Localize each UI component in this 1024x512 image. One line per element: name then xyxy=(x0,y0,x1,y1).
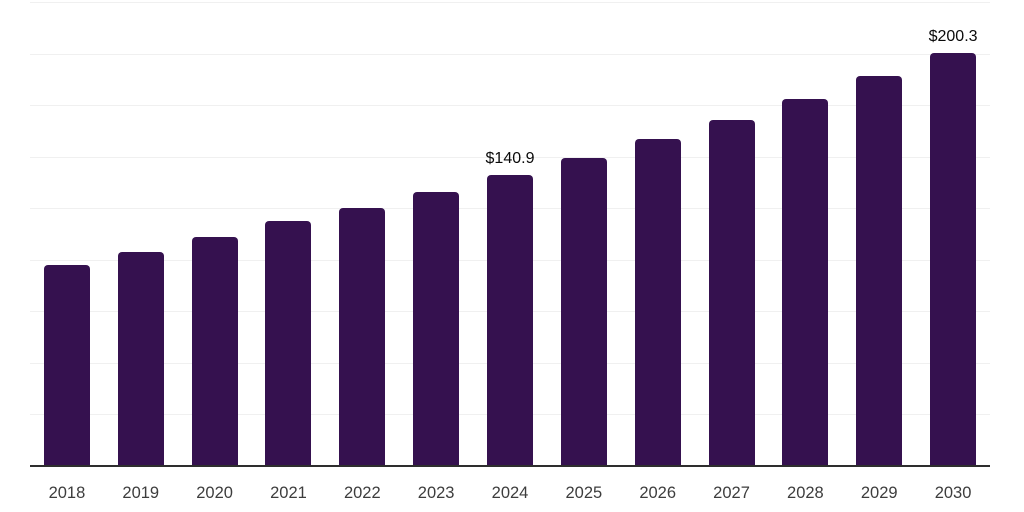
x-axis-tick-labels: 2018 2019 2020 2021 2022 2023 2024 2025 2026 2027… xyxy=(30,484,990,506)
gridline-225 xyxy=(30,2,990,3)
bar-2027 xyxy=(708,119,755,466)
x-axis-label-2027: 2027 xyxy=(713,484,750,502)
bar-2022 xyxy=(339,207,386,466)
gridline-150 xyxy=(30,156,990,158)
x-axis-label-2022: 2022 xyxy=(343,484,381,502)
bar-2023 xyxy=(413,192,460,466)
bar-2020 xyxy=(191,237,238,466)
x-axis-label-2021: 2021 xyxy=(270,484,307,502)
bar-2024 xyxy=(487,175,533,466)
bar-value-label-2030: $200.3 xyxy=(928,27,978,45)
x-axis-label-2029: 2029 xyxy=(860,484,898,502)
bar-2018 xyxy=(43,265,90,466)
gridline-200 xyxy=(30,53,990,55)
x-axis-label-2030: 2030 xyxy=(934,484,972,502)
bar-value-label-2024: $140.9 xyxy=(485,150,535,168)
plot-area: $140.9 $200.3 xyxy=(30,2,990,467)
bar-2028 xyxy=(782,98,829,466)
bar-2021 xyxy=(265,221,312,466)
bar-2025 xyxy=(560,157,607,466)
gridline-175 xyxy=(30,105,990,107)
x-axis-label-2020: 2020 xyxy=(196,484,233,502)
bar-2030 xyxy=(930,52,977,466)
bar-2029 xyxy=(856,76,903,466)
x-axis-label-2019: 2019 xyxy=(122,484,160,502)
x-axis-label-2023: 2023 xyxy=(417,484,455,502)
x-axis-label-2026: 2026 xyxy=(639,484,677,502)
x-axis-label-2025: 2025 xyxy=(565,484,603,502)
x-axis-label-2024: 2024 xyxy=(491,484,529,502)
bar-2019 xyxy=(117,251,164,466)
x-axis-label-2018: 2018 xyxy=(48,484,86,502)
x-axis-label-2028: 2028 xyxy=(787,484,824,502)
bar-2026 xyxy=(634,139,681,466)
x-axis-line xyxy=(30,465,990,467)
